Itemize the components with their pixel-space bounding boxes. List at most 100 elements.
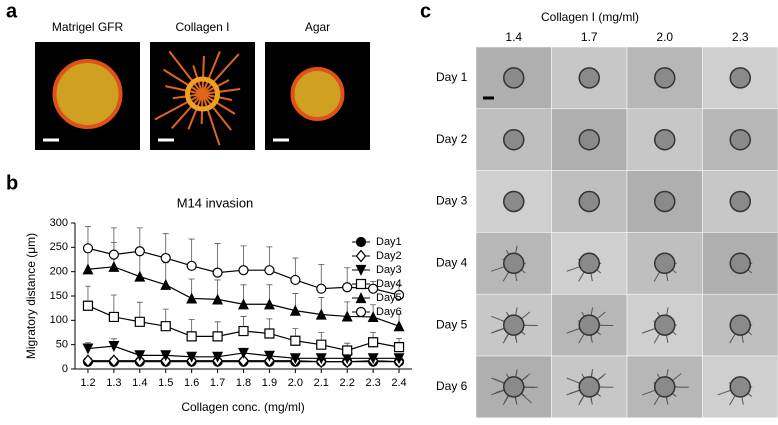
column-label: 2.3 [732,30,749,44]
spheroid [730,68,750,88]
marker [213,332,222,341]
row-label: Day 6 [436,379,468,393]
image-title: Agar [305,20,330,34]
x-tick-label: 2.0 [288,377,303,389]
column-label: 1.4 [505,30,522,44]
spheroid [504,377,524,397]
panel-label: a [6,0,18,22]
legend-marker [357,251,366,262]
spheroid [655,377,675,397]
marker [343,346,352,355]
legend-label: Day5 [376,292,402,304]
x-tick-label: 2.2 [340,377,355,389]
y-tick-label: 0 [62,363,68,375]
cell-spike [203,56,204,94]
marker [83,244,92,253]
panel-label: b [6,172,18,194]
spheroid [55,61,121,127]
x-tick-label: 1.7 [210,377,225,389]
image-title: Collagen I [175,20,229,34]
legend-label: Day6 [376,306,402,318]
marker [291,275,300,284]
spheroid [730,377,750,397]
spheroid [579,315,599,335]
marker [395,343,404,352]
marker [369,338,378,347]
legend-label: Day3 [376,264,402,276]
row-label: Day 4 [436,255,468,269]
spheroid [730,130,750,150]
legend-label: Day1 [376,236,402,248]
x-tick-label: 2.4 [391,377,406,389]
marker [265,329,274,338]
legend-label: Day2 [376,250,402,262]
x-tick-label: 1.8 [236,377,251,389]
marker [135,317,144,326]
legend-marker [357,308,366,317]
y-tick-label: 50 [56,339,68,351]
marker [161,254,170,263]
y-tick-label: 150 [50,290,68,302]
spheroid [655,315,675,335]
marker [265,266,274,275]
y-tick-label: 250 [50,241,68,253]
marker [317,340,326,349]
panel-label: c [420,0,431,22]
spheroid [579,377,599,397]
spheroid [579,253,599,273]
spheroid [730,192,750,212]
marker [161,280,170,289]
panel-c-title: Collagen I (mg/ml) [541,10,639,24]
marker [395,322,404,331]
spheroid [730,253,750,273]
spheroid [655,130,675,150]
spheroid [730,315,750,335]
spheroid [504,253,524,273]
chart-title: M14 invasion [177,195,254,210]
legend-marker [357,280,366,289]
x-tick-label: 1.4 [132,377,147,389]
x-tick-label: 1.6 [184,377,199,389]
row-label: Day 5 [436,317,468,331]
marker [135,247,144,256]
marker [109,312,118,321]
spheroid [655,253,675,273]
marker [83,301,92,310]
marker [239,266,248,275]
y-tick-label: 200 [50,266,68,278]
marker [317,284,326,293]
x-tick-label: 1.3 [106,377,121,389]
x-tick-label: 1.5 [158,377,173,389]
y-tick-label: 300 [50,217,68,229]
spheroid [655,192,675,212]
spheroid [579,68,599,88]
marker [161,322,170,331]
spheroid [504,68,524,88]
spheroid [579,192,599,212]
marker [187,332,196,341]
marker [109,250,118,259]
row-label: Day 2 [436,132,468,146]
spheroid [579,130,599,150]
y-axis-label: Migratory distance (μm) [24,233,38,359]
spheroid [655,68,675,88]
x-tick-label: 2.1 [314,377,329,389]
column-label: 1.7 [581,30,598,44]
spheroid [293,69,343,119]
legend-marker [357,238,366,247]
marker [187,261,196,270]
x-axis-label: Collagen conc. (mg/ml) [181,400,304,414]
image-title: Matrigel GFR [52,20,124,34]
x-tick-label: 2.3 [365,377,380,389]
marker [213,268,222,277]
legend-label: Day4 [376,278,402,290]
spheroid [504,130,524,150]
marker [239,327,248,336]
marker [291,336,300,345]
spheroid [504,192,524,212]
row-label: Day 1 [436,70,468,84]
row-label: Day 3 [436,194,468,208]
spheroid [504,315,524,335]
x-tick-label: 1.9 [262,377,277,389]
